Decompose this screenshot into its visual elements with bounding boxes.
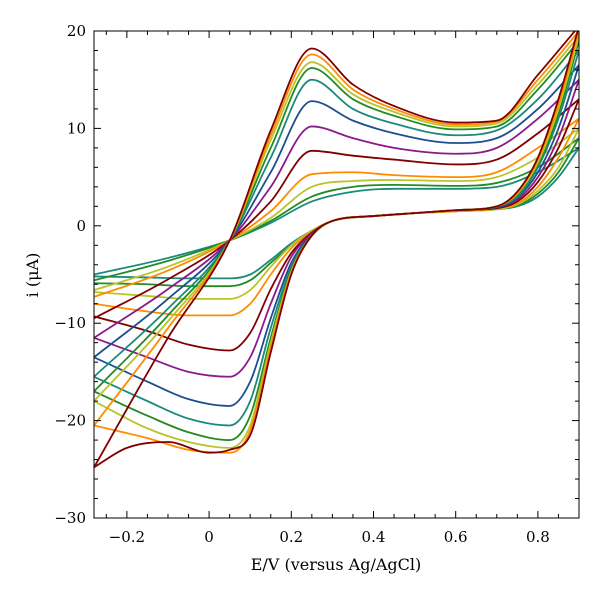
x-tick-label: −0.2 xyxy=(109,528,145,546)
series-6 xyxy=(94,78,579,378)
y-tick-label: −20 xyxy=(54,412,86,430)
x-tick-label: 0 xyxy=(204,528,214,546)
series-10-reverse-scan xyxy=(94,34,579,449)
series-4-forward-scan xyxy=(94,117,579,298)
y-tick-label: −30 xyxy=(54,509,86,527)
series-layer xyxy=(94,31,579,469)
series-5 xyxy=(94,98,579,352)
series-7-forward-scan xyxy=(94,64,579,359)
series-8-forward-scan xyxy=(94,49,579,378)
y-tick-label: 0 xyxy=(76,217,86,235)
tick-labels: −0.2 0 0.2 0.4 0.6 0.8 −30 −20 −10 0 10 20 xyxy=(54,22,549,546)
plot-frame xyxy=(93,30,580,519)
x-tick-label: 0.4 xyxy=(362,528,386,546)
x-tick-label: 0.2 xyxy=(279,528,303,546)
series-6-forward-scan xyxy=(94,78,579,339)
y-tick-label: 20 xyxy=(67,22,86,40)
series-9-forward-scan xyxy=(94,39,579,393)
series-6-reverse-scan xyxy=(94,78,579,378)
series-9-reverse-scan xyxy=(94,39,579,441)
series-2-reverse-scan xyxy=(94,137,579,288)
y-axis-title: i (μA) xyxy=(23,253,42,298)
series-1-forward-scan xyxy=(94,146,579,276)
series-8-reverse-scan xyxy=(94,49,579,427)
series-5-forward-scan xyxy=(94,98,579,320)
series-10 xyxy=(94,34,579,449)
series-5-reverse-scan xyxy=(94,98,579,352)
series-2-forward-scan xyxy=(94,137,579,282)
series-12-reverse-scan xyxy=(94,31,579,469)
series-9 xyxy=(94,39,579,441)
series-12-forward-scan xyxy=(94,31,577,469)
x-axis-title: E/V (versus Ag/AgCl) xyxy=(251,555,422,574)
series-11-forward-scan xyxy=(94,31,579,427)
y-tick-label: −10 xyxy=(54,314,86,332)
series-8 xyxy=(94,49,579,427)
y-tick-label: 10 xyxy=(67,119,86,137)
ticks-layer xyxy=(94,30,580,519)
series-12 xyxy=(94,31,579,469)
series-3-forward-scan xyxy=(94,127,579,291)
series-10-forward-scan xyxy=(94,34,579,403)
x-tick-label: 0.6 xyxy=(444,528,468,546)
series-2 xyxy=(94,137,579,288)
x-tick-label: 0.8 xyxy=(526,528,550,546)
